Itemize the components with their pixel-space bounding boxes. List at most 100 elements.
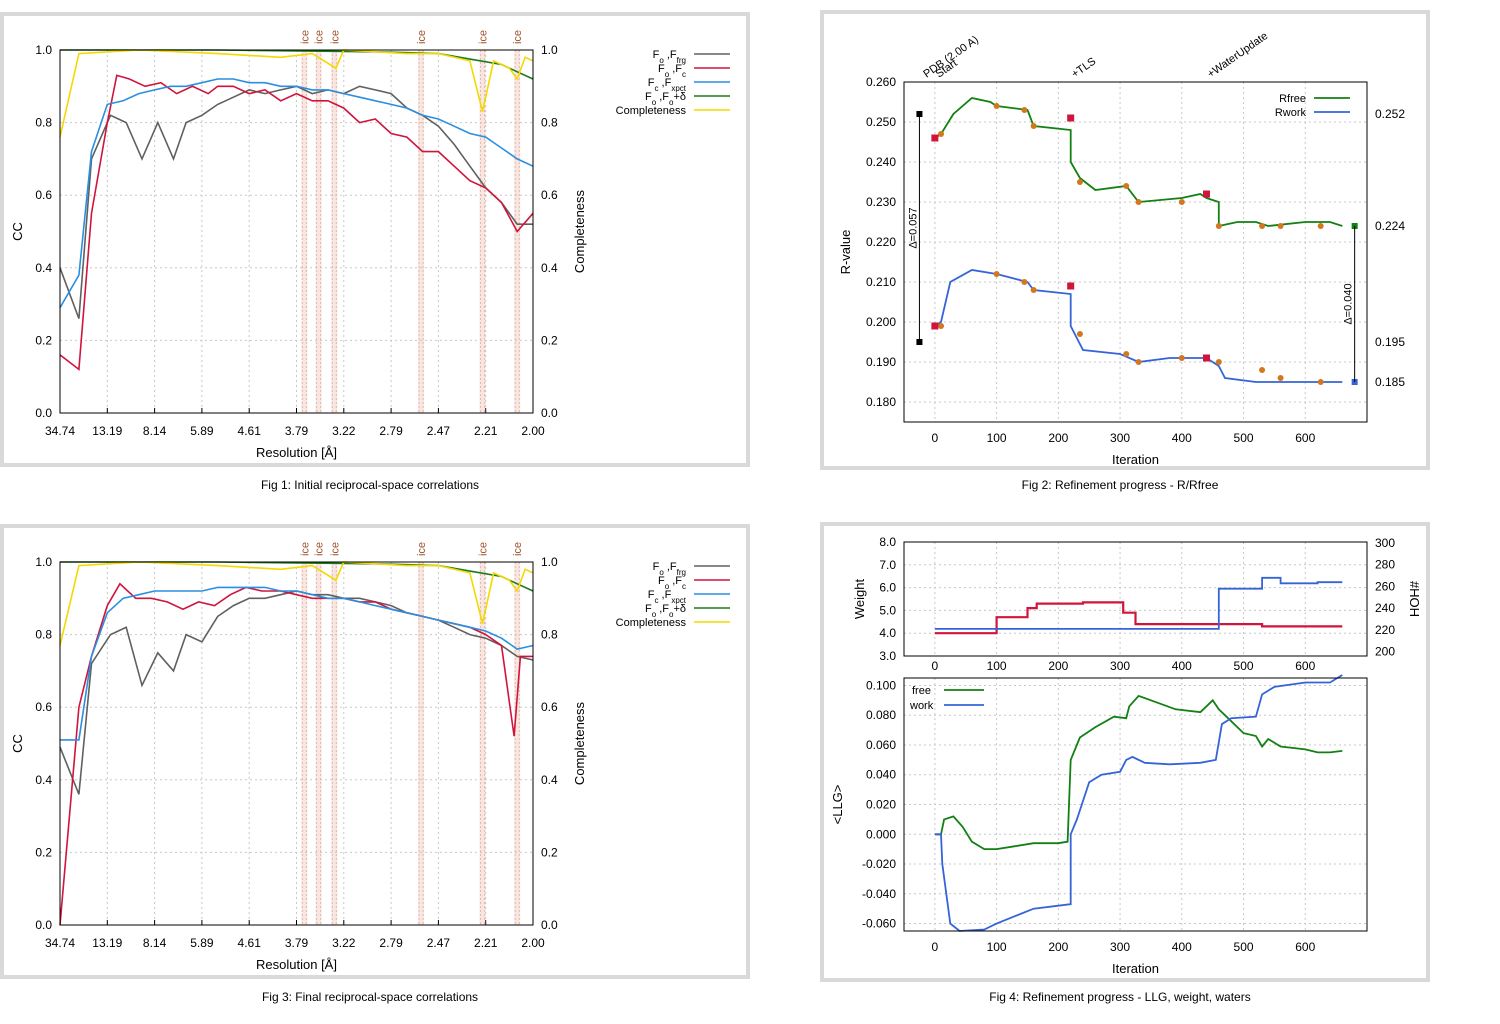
x-tick-label-upper: 500 [1234, 659, 1254, 673]
weight-tick-label: 6.0 [879, 581, 896, 595]
ice-label: ice [329, 542, 341, 556]
marker-red [1202, 354, 1210, 362]
weight-tick-label: 3.0 [879, 649, 896, 663]
marker-orange [1178, 355, 1185, 361]
ice-band [301, 562, 308, 925]
legend-fo-fo-delta-label: Fo ,Fo+δ [645, 91, 686, 107]
plot-frame [59, 561, 534, 926]
legend-fo-fc-label: Fo ,Fc [658, 63, 686, 79]
x-tick-label: 3.22 [332, 936, 356, 950]
marker-red [1202, 190, 1210, 198]
ice-band [301, 50, 308, 413]
legend-fo-fo-delta-label: Fo ,Fo+δ [645, 603, 686, 619]
x-tick-label-upper: 300 [1110, 659, 1130, 673]
y2-axis-title: Completeness [572, 189, 587, 273]
y-tick-label: 0.0 [35, 406, 52, 420]
weight-tick-label: 8.0 [879, 535, 896, 549]
y2-tick-label: 1.0 [541, 43, 558, 57]
right-value-label: 0.185 [1375, 375, 1405, 389]
x-tick-label: 2.79 [379, 424, 403, 438]
hoh-tick-label: 280 [1375, 558, 1395, 572]
ice-label: ice [512, 542, 524, 556]
x-tick-label: 100 [987, 940, 1007, 954]
series-line [59, 561, 534, 646]
lower-frame [903, 677, 1368, 932]
x-tick-label: 2.21 [474, 936, 498, 950]
x-tick-label: 34.74 [45, 424, 75, 438]
llg-tick-label: -0.040 [862, 887, 896, 901]
x-tick-label: 3.79 [285, 424, 309, 438]
y2-tick-label: 0.4 [541, 773, 558, 787]
fig2-panel: 0 100 200 300 400 500 600 0.180 0.190 0.200 0.210 0… [820, 10, 1430, 470]
marker-red [1067, 114, 1075, 122]
weight-line [934, 601, 1343, 635]
x-tick-label-upper: 0 [932, 659, 939, 673]
fig1-caption: Fig 1: Initial reciprocal-space correlat… [260, 478, 480, 492]
x-tick-label: 8.14 [143, 936, 167, 950]
series-line [60, 586, 534, 741]
y-tick-label: 1.0 [35, 555, 52, 569]
x-tick-label: 5.89 [190, 936, 214, 950]
y-tick-label: 0.2 [35, 845, 52, 859]
marker-orange [1076, 179, 1083, 185]
marker-orange [1021, 107, 1028, 113]
ice-label: ice [299, 30, 311, 44]
y-tick-label: 0.260 [866, 75, 896, 89]
llg-tick-label: 0.040 [866, 768, 896, 782]
llg-tick-label: 0.100 [866, 678, 896, 692]
llg-tick-label: 0.060 [866, 738, 896, 752]
y2-tick-label: 1.0 [541, 555, 558, 569]
y2-tick-label: 0.2 [541, 845, 558, 859]
marker-orange [1030, 123, 1037, 129]
plot-frame [903, 81, 1368, 423]
y2-tick-label: 0.4 [541, 261, 558, 275]
marker-orange [1277, 223, 1284, 229]
y2-tick-label: 0.8 [541, 116, 558, 130]
x-tick-label-upper: 400 [1172, 659, 1192, 673]
x-tick-label: 4.61 [238, 424, 262, 438]
y-tick-label: 0.210 [866, 275, 896, 289]
ice-label: ice [416, 30, 428, 44]
x-tick-label: 13.19 [92, 936, 122, 950]
weight-axis-title: Weight [852, 579, 867, 620]
x-tick-label: 200 [1048, 431, 1068, 445]
marker-orange [1259, 223, 1266, 229]
hoh-tick-label: 220 [1375, 623, 1395, 637]
waters-line [934, 576, 1343, 630]
ice-band [315, 562, 322, 925]
llg-tick-label: -0.060 [862, 917, 896, 931]
llg-tick-label: 0.080 [866, 708, 896, 722]
x-tick-label: 4.61 [238, 936, 262, 950]
upper-frame [903, 541, 1368, 657]
ice-band [331, 562, 338, 925]
y-tick-label: 0.190 [866, 355, 896, 369]
x-tick-label: 0 [932, 431, 939, 445]
y-tick-label: 0.4 [35, 773, 52, 787]
fig3-caption: Fig 3: Final reciprocal-space correlatio… [261, 990, 479, 1004]
x-tick-label: 500 [1234, 940, 1254, 954]
legend-fc-fxpct-label: Fc ,Fxpct [648, 589, 687, 605]
hoh-axis-title: #HOH [1407, 581, 1422, 617]
fig1-panel: 34.74 13.19 8.14 5.89 4.61 3.79 3.22 2.79 2.47 2.… [0, 12, 750, 467]
y-tick-label: 0.230 [866, 195, 896, 209]
y-tick-label: 0.250 [866, 115, 896, 129]
y-tick-label: 0.8 [35, 628, 52, 642]
llg-free-line [934, 694, 1343, 851]
y2-tick-label: 0.0 [541, 406, 558, 420]
weight-tick-label: 7.0 [879, 558, 896, 572]
fig2-chart: 0 100 200 300 400 500 600 0.180 0.190 0.200 0.210 0… [838, 30, 1405, 466]
ice-label: ice [299, 542, 311, 556]
legend-completeness-label: Completeness [616, 105, 687, 117]
ice-label: ice [478, 30, 490, 44]
ice-band [331, 50, 338, 413]
y-tick-label: 0.6 [35, 188, 52, 202]
ice-label: ice [416, 542, 428, 556]
y-tick-label: 0.220 [866, 235, 896, 249]
series-line [59, 78, 534, 309]
y-tick-label: 0.180 [866, 395, 896, 409]
y-tick-label: 0.200 [866, 315, 896, 329]
delta-left-label: Δ=0.057 [907, 207, 919, 248]
x-axis-title: Iteration [1112, 452, 1159, 466]
legend-completeness-label: Completeness [616, 617, 687, 629]
x-tick-label: 8.14 [143, 424, 167, 438]
